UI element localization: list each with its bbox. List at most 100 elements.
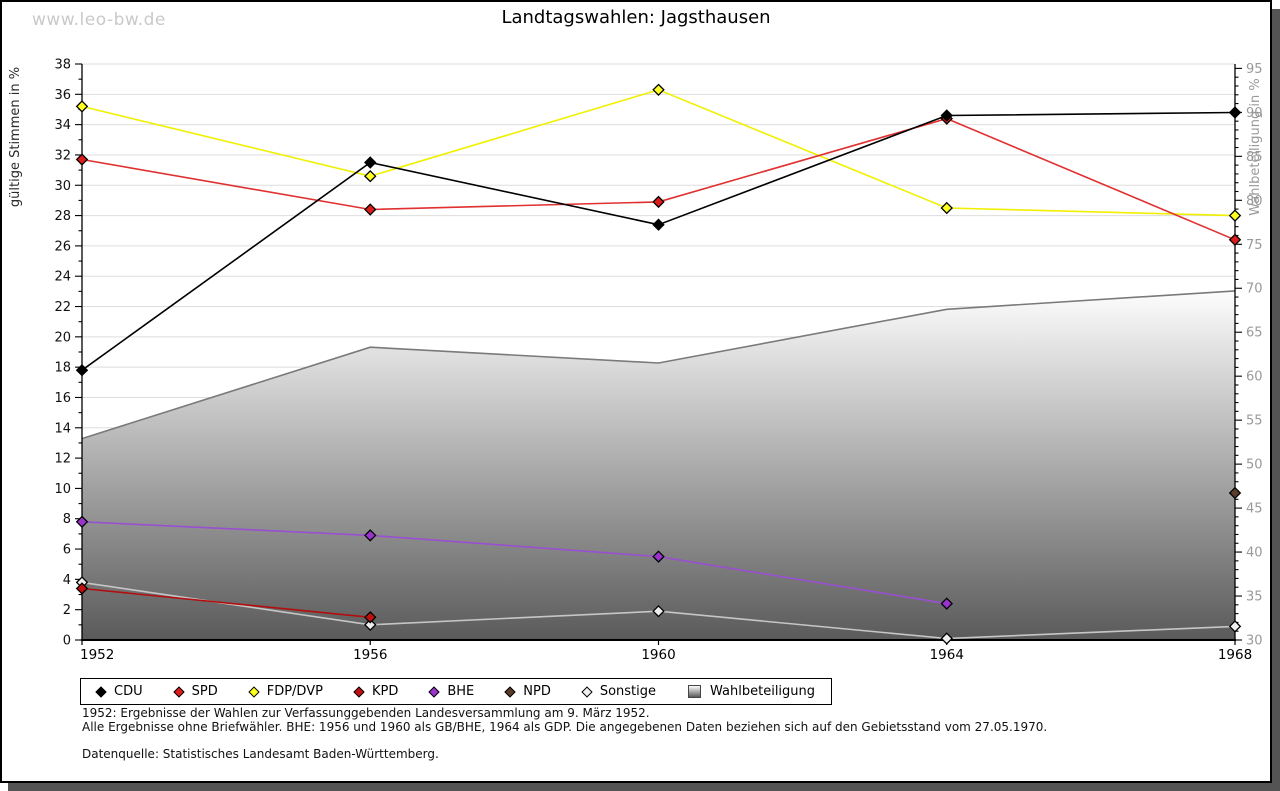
legend-label: Wahlbeteiligung (710, 684, 816, 699)
left-axis-tick-label: 26 (54, 239, 71, 254)
data-point-marker (1228, 209, 1242, 222)
left-axis-tick-label: 12 (54, 452, 71, 467)
legend-diamond-icon (353, 685, 365, 698)
data-point-marker (364, 156, 377, 169)
legend-item-fdp-dvp: FDP/DVP (248, 684, 323, 699)
series-line (81, 587, 371, 619)
left-axis-tick-label: 8 (63, 512, 71, 527)
left-axis-tick-label: 22 (54, 300, 71, 315)
left-axis-tick-label: 28 (54, 209, 71, 224)
legend-label: NPD (523, 684, 551, 699)
legend-label: FDP/DVP (266, 684, 323, 699)
data-point-marker (652, 83, 665, 97)
right-axis-tick-label: 40 (1246, 546, 1263, 561)
legend-label: CDU (114, 684, 143, 699)
left-axis-tick-label: 2 (63, 603, 71, 618)
data-point-marker (364, 618, 377, 632)
left-axis-tick-label: 24 (54, 270, 71, 285)
left-axis-tick-label: 38 (54, 58, 71, 73)
right-axis-tick-label: 75 (1246, 238, 1263, 253)
legend-label: SPD (191, 684, 218, 699)
right-axis-tick-label: 90 (1246, 106, 1263, 121)
left-axis-tick-label: 36 (54, 88, 71, 103)
data-point-marker (75, 363, 89, 377)
data-point-marker (652, 550, 665, 563)
data-point-marker (75, 100, 89, 113)
right-axis-tick-label: 30 (1246, 634, 1263, 649)
legend-diamond-icon (504, 685, 516, 698)
chart-canvas: 0246810121416182022242628303234363830354… (8, 58, 1263, 664)
left-axis-title: gültige Stimmen in % (8, 67, 23, 207)
left-axis-tick-label: 10 (54, 482, 71, 497)
area-wahlbeteiligung (82, 290, 1235, 640)
right-axis-tick-label: 55 (1246, 414, 1263, 429)
legend-label: KPD (371, 684, 399, 699)
data-point-marker (652, 195, 665, 209)
data-point-marker (75, 153, 89, 166)
left-axis-tick-label: 4 (63, 573, 71, 588)
legend-item-npd: NPD (504, 684, 551, 699)
area-wahlbeteiligung-edge (81, 290, 1236, 440)
left-axis-tick-label: 32 (54, 148, 71, 163)
left-axis-tick-label: 30 (54, 179, 71, 194)
right-axis-tick-label: 60 (1246, 370, 1263, 385)
series-cdu (75, 106, 1242, 377)
left-axis-tick-label: 18 (54, 361, 71, 376)
right-axis-tick-label: 45 (1246, 502, 1263, 517)
x-tick-label: 1952 (80, 647, 114, 663)
right-axis-title: Wahlbeteiligung in % (1248, 78, 1263, 215)
legend-label: Sonstige (599, 684, 657, 699)
left-axis-tick-label: 20 (54, 330, 71, 345)
data-point-marker (652, 604, 665, 618)
series-fdp-dvp (75, 83, 1242, 222)
legend-diamond-icon (428, 685, 440, 698)
data-point-marker (1228, 233, 1242, 247)
left-axis-tick-label: 16 (54, 391, 71, 406)
series-bhe (75, 515, 953, 610)
footnotes: 1952: Ergebnisse der Wahlen zur Verfassu… (82, 706, 1048, 762)
data-point-marker (1228, 106, 1242, 119)
data-point-marker (364, 203, 377, 216)
legend-item-kpd: KPD (353, 684, 399, 699)
footnote-line-2: Alle Ergebnisse ohne Briefwähler. BHE: 1… (82, 719, 1048, 734)
x-tick-label: 1956 (353, 647, 387, 663)
data-point-marker (940, 632, 953, 645)
data-point-marker (1228, 620, 1242, 633)
legend-item-bhe: BHE (428, 684, 475, 699)
data-point-marker (652, 218, 665, 231)
data-point-marker (940, 201, 953, 215)
axes: 0246810121416182022242628303234363830354… (54, 58, 1262, 664)
data-point-marker (364, 169, 377, 183)
plot-area: 0246810121416182022242628303234363830354… (54, 58, 1262, 664)
x-tick-label: 1964 (930, 647, 964, 663)
left-axis-tick-label: 0 (63, 634, 71, 649)
legend-item-wahlbeteiligung: Wahlbeteiligung (688, 684, 815, 699)
left-axis-tick-label: 6 (63, 543, 71, 558)
legend-area-swatch-icon (688, 685, 702, 698)
watermark: www.leo-bw.de (32, 10, 166, 30)
data-point-marker (940, 597, 953, 610)
data-point-marker (364, 529, 377, 542)
right-axis-tick-label: 85 (1246, 150, 1263, 165)
legend-diamond-icon (172, 685, 185, 698)
legend-item-sonstige: Sonstige (581, 684, 657, 699)
right-axis-tick-label: 50 (1246, 458, 1263, 473)
left-axis-tick-label: 34 (54, 118, 71, 133)
data-point-marker (75, 582, 89, 595)
legend-diamond-icon (581, 685, 593, 698)
footnote-line-1: 1952: Ergebnisse der Wahlen zur Verfassu… (82, 706, 650, 720)
chart-title: Landtagswahlen: Jagsthausen (501, 7, 771, 28)
data-source: Datenquelle: Statistisches Landesamt Bad… (82, 747, 439, 761)
series-npd (1228, 486, 1242, 500)
x-tick-label: 1960 (641, 647, 675, 663)
data-point-marker (940, 109, 953, 122)
right-axis-tick-label: 65 (1246, 326, 1263, 341)
series-line (81, 521, 947, 605)
data-point-marker (364, 611, 377, 624)
x-tick-label: 1968 (1218, 647, 1252, 663)
legend-label: BHE (447, 684, 475, 699)
legend-diamond-icon (248, 685, 260, 698)
right-axis-tick-label: 70 (1246, 282, 1263, 297)
legend-item-spd: SPD (172, 684, 218, 699)
